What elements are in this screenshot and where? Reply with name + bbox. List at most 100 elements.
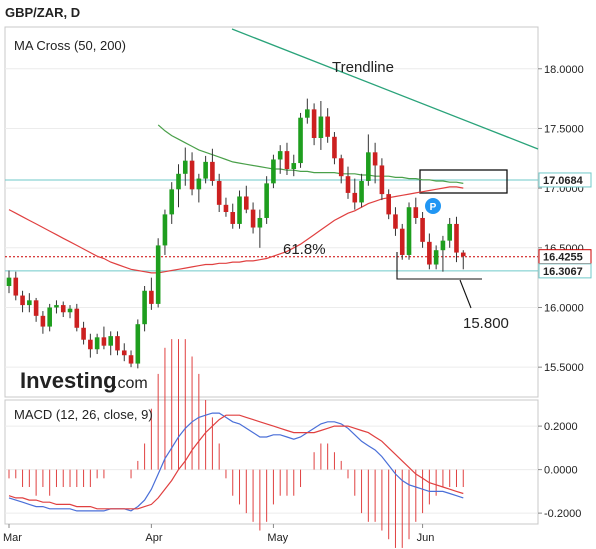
macd-panel: 0.2000 0.0000 -0.2000 MACD (12, 26, close,… [4,339,581,548]
x-tick-label: Apr [145,532,162,544]
signal-line [8,414,464,510]
candle-down [386,194,391,215]
candle-up [135,324,141,364]
candle-down [33,300,39,316]
candle-up [406,207,412,255]
candle-up [108,336,113,346]
candle-down [393,214,398,229]
candle-down [345,176,351,193]
candle-down [427,241,432,265]
candle-up [203,161,208,179]
main-grid [5,68,538,368]
candle-up [305,109,310,118]
ma-panel-label: MA Cross (50, 200) [14,38,126,53]
candle-up [237,196,242,224]
candle-down [244,196,249,210]
macd-tick-label: -0.2000 [544,508,581,520]
candle-down [223,204,229,212]
candle-down [379,165,385,195]
fib-label: 61.8% [283,241,326,258]
candle-down [13,277,19,296]
candle-up [291,163,297,170]
candle-down [216,180,222,205]
candle-down [420,217,425,242]
candle-down [40,315,46,327]
candle-up [257,217,263,228]
candle-up [47,307,52,327]
candle-up [277,151,283,160]
candle-down [189,160,195,190]
price-badge-label: 16.4255 [543,252,583,264]
candle-down [372,152,378,166]
y-tick-label: 17.5000 [544,123,584,135]
candle-up [54,305,59,308]
candle-up [162,214,168,246]
x-tick-label: Jun [417,532,435,544]
moving-averages [8,124,464,274]
candle-up [142,290,147,325]
macd-panel-label: MACD (12, 26, close, 9) [14,407,153,422]
chart-title: GBP/ZAR, D [5,5,81,20]
macd-line [8,412,464,512]
candle-down [311,109,317,138]
y-tick-label: 18.0000 [544,64,584,76]
candle-down [250,209,256,228]
candle-down [81,327,86,340]
candle-up [155,245,161,304]
candle-down [399,228,405,255]
macd-panel-frame [4,399,539,525]
candle-down [128,355,134,364]
price-badge-label: 17.0684 [543,175,584,187]
price-badge [538,263,592,279]
candle-up [318,116,324,138]
candle-up [271,159,276,184]
y-tick-label: 16.0000 [544,302,584,314]
candle-up [67,308,73,313]
candle-up [440,240,446,251]
candle-down [413,207,419,218]
candle-down [149,290,154,304]
candle-down [325,116,330,137]
trendline [231,28,539,150]
target-box [419,169,508,194]
candle-up [196,178,202,190]
candle-down [454,223,459,253]
macd-y-axis-ticks: 0.2000 0.0000 -0.2000 [538,421,581,520]
pivot-circle-icon [425,198,441,214]
pivot-marker-text: P [430,202,437,213]
candle-up [182,160,188,174]
x-tick-label: Mar [3,532,22,544]
candle-down [60,305,66,313]
macd-tick-label: 0.0000 [544,465,578,477]
trendline-label: Trendline [332,59,394,76]
candle-up [264,183,269,218]
candle-up [176,173,181,190]
candle-up [6,277,12,286]
candle-down [74,308,80,328]
candle-up [433,250,439,265]
candle-down [210,161,215,181]
macd-histogram [8,339,464,548]
candle-down [352,192,358,203]
candle-up [27,300,32,306]
macd-lines [8,412,464,512]
candle-down [230,212,236,224]
price-badge-label: 16.3067 [543,266,583,278]
candle-down [115,336,120,351]
candle-up [359,180,364,203]
price-badges: 17.0684 16.4255 16.3067 [538,172,592,279]
candle-up [298,117,303,164]
candle-down [121,350,127,356]
brand-logo-text: Investing [20,368,117,393]
support-level-label: 15.800 [463,315,509,332]
candle-down [101,337,107,346]
pivot-marker: P [425,198,441,214]
y-tick-label: 15.5000 [544,362,584,374]
brand-logo: Investing .com [20,368,148,393]
y-axis-ticks: 15.500016.000016.500017.000017.500018.00… [538,64,584,374]
candle-down [338,158,344,177]
main-panel-frame [4,26,539,398]
candle-up [169,189,175,215]
candle-down [332,136,337,159]
